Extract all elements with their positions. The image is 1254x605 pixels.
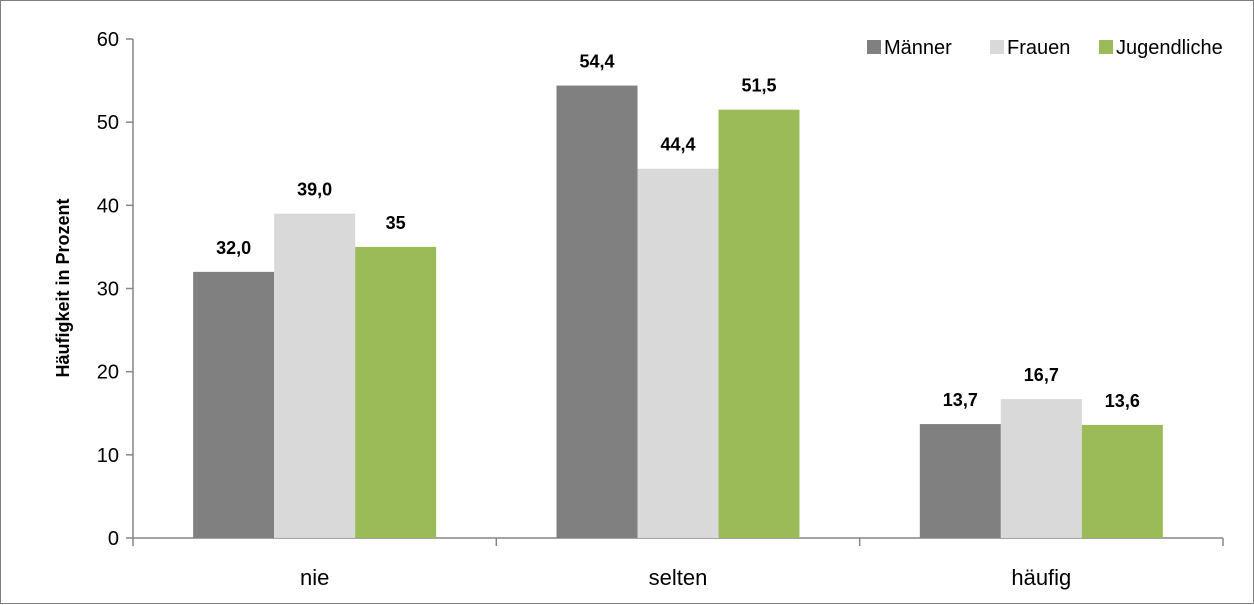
data-label: 16,7 <box>1024 365 1059 385</box>
legend-label: Jugendliche <box>1116 37 1223 59</box>
legend-label: Frauen <box>1007 37 1070 59</box>
y-tick-label: 60 <box>97 29 119 51</box>
legend-swatch-jugendliche <box>1099 40 1113 54</box>
x-axis-ticks <box>132 538 1224 546</box>
y-tick-label: 40 <box>97 195 119 217</box>
y-tick-label: 20 <box>97 362 119 384</box>
category-label: selten <box>649 565 708 590</box>
bar-frauen-häufig <box>1000 399 1082 538</box>
data-label: 54,4 <box>579 52 614 72</box>
data-labels: 32,0 39,0 35 54,4 44,4 51,5 13,7 16,7 13,6 <box>216 52 1140 411</box>
data-label: 39,0 <box>297 180 332 200</box>
bar-jugendliche-selten <box>718 109 800 539</box>
y-tick-label: 50 <box>97 112 119 134</box>
data-label: 13,6 <box>1105 391 1140 411</box>
bar-jugendliche-häufig <box>1081 424 1163 538</box>
bar-frauen-selten <box>637 168 719 539</box>
legend: Männer Frauen Jugendliche <box>867 37 1223 59</box>
data-label: 35 <box>386 213 406 233</box>
data-label: 51,5 <box>741 76 776 96</box>
category-labels: nie selten häufig <box>300 565 1071 590</box>
y-tick-label: 30 <box>97 279 119 301</box>
bar-männer-nie <box>193 271 275 538</box>
bar-jugendliche-nie <box>355 246 437 538</box>
y-axis-ticks: 0 10 20 30 40 50 60 <box>97 29 133 550</box>
y-tick-label: 10 <box>97 445 119 467</box>
legend-swatch-frauen <box>990 40 1004 54</box>
data-label: 13,7 <box>943 390 978 410</box>
data-label: 32,0 <box>216 238 251 258</box>
legend-swatch-männer <box>867 40 881 54</box>
legend-label: Männer <box>884 37 952 59</box>
bars <box>193 85 1163 539</box>
y-tick-label: 0 <box>108 528 119 550</box>
data-label: 44,4 <box>660 135 695 155</box>
bar-männer-häufig <box>919 424 1001 538</box>
category-label: nie <box>300 565 329 590</box>
bar-frauen-nie <box>274 213 356 538</box>
category-label: häufig <box>1011 565 1071 590</box>
y-axis-title: Häufigkeit in Prozent <box>53 198 73 377</box>
bar-männer-selten <box>556 85 638 538</box>
